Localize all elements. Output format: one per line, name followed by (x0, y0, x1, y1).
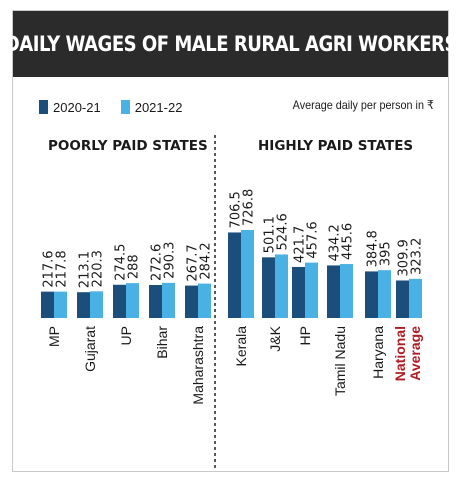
category-label-up: UP (118, 326, 134, 345)
chart-title: DAILY WAGES OF MALE RURAL AGRI WORKERS (4, 32, 457, 56)
value-label-haryana-2021-22: 395 (379, 241, 394, 266)
value-label-maharashtra-2020-21: 267.7 (186, 244, 201, 281)
category-label-tamil-nadu: Tamil Nadu (332, 326, 348, 396)
value-label-tamil-nadu-2020-21: 434.2 (328, 224, 343, 261)
bar-maharashtra-2021-22 (198, 283, 211, 318)
category-label-j-k: J&K (267, 325, 283, 351)
category-label-mp: MP (46, 326, 62, 347)
bar-hp-2021-22 (305, 262, 318, 318)
bar-up-2021-22 (126, 283, 139, 318)
value-label-hp-2021-22: 457.6 (306, 221, 321, 258)
legend-swatch-2021-22 (120, 100, 130, 114)
value-label-mp-2020-21: 217.6 (42, 250, 57, 287)
value-label-national-average-2020-21: 309.9 (397, 239, 412, 276)
bar-tamil-nadu-2020-21 (327, 265, 340, 318)
bar-hp-2020-21 (292, 266, 305, 318)
category-label-kerala: Kerala (233, 326, 249, 367)
bar-mp-2021-22 (54, 291, 67, 318)
bar-gujarat-2021-22 (90, 291, 103, 318)
value-label-bihar-2020-21: 272.6 (150, 244, 165, 281)
bar-j-k-2021-22 (275, 254, 288, 318)
bar-up-2020-21 (113, 284, 126, 318)
bar-national-average-2020-21 (396, 280, 409, 318)
legend-label-2020-21: 2020-21 (53, 99, 101, 115)
bar-haryana-2020-21 (365, 271, 378, 318)
value-label-j-k-2021-22: 524.6 (276, 213, 291, 250)
value-label-j-k-2020-21: 501.1 (263, 216, 278, 253)
value-label-tamil-nadu-2021-22: 445.6 (341, 223, 356, 260)
group-label-highly-paid: HIGHLY PAID STATES (258, 138, 413, 154)
category-label-haryana: Haryana (370, 326, 386, 379)
bar-maharashtra-2020-21 (185, 285, 198, 318)
bar-bihar-2020-21 (149, 284, 162, 318)
title-bar: DAILY WAGES OF MALE RURAL AGRI WORKERS (4, 11, 457, 77)
value-label-gujarat-2020-21: 213.1 (78, 251, 93, 288)
group-label-poorly-paid: POORLY PAID STATES (48, 138, 208, 154)
value-label-kerala-2021-22: 726.8 (242, 189, 257, 226)
value-label-up-2021-22: 288 (127, 254, 142, 279)
bar-j-k-2020-21 (262, 257, 275, 318)
legend-label-2021-22: 2021-22 (134, 99, 183, 115)
bar-kerala-2020-21 (228, 232, 241, 318)
bar-gujarat-2020-21 (77, 292, 90, 318)
bar-tamil-nadu-2021-22 (340, 264, 353, 318)
category-label-bihar: Bihar (154, 326, 170, 359)
chart-frame: DAILY WAGES OF MALE RURAL AGRI WORKERS 2… (4, 10, 457, 472)
value-label-gujarat-2021-22: 220.3 (91, 250, 106, 287)
bar-national-average-2021-22 (409, 278, 422, 318)
value-label-haryana-2020-21: 384.8 (366, 230, 381, 267)
bar-haryana-2021-22 (378, 270, 391, 318)
category-label-hp: HP (297, 326, 313, 345)
category-label-national-average-2: Average (407, 326, 423, 381)
legend-swatch-2020-21 (39, 100, 48, 114)
bar-bihar-2021-22 (162, 282, 175, 318)
value-label-kerala-2020-21: 706.5 (229, 191, 244, 228)
value-label-mp-2021-22: 217.8 (55, 250, 70, 287)
value-label-national-average-2021-22: 323.2 (410, 238, 425, 275)
value-label-hp-2020-21: 421.7 (293, 226, 308, 263)
value-label-maharashtra-2021-22: 284.2 (199, 242, 214, 279)
legend: 2020-21 2021-22 (39, 97, 202, 117)
bar-kerala-2021-22 (241, 230, 254, 318)
value-label-up-2020-21: 274.5 (114, 244, 129, 281)
category-label-gujarat: Gujarat (82, 326, 98, 372)
category-label-national-average-1: National (392, 326, 408, 381)
value-label-bihar-2021-22: 290.3 (163, 242, 178, 279)
category-label-maharashtra: Maharashtra (190, 326, 206, 405)
unit-note: Average daily per person in ₹ (292, 98, 434, 112)
bar-mp-2020-21 (41, 291, 54, 318)
